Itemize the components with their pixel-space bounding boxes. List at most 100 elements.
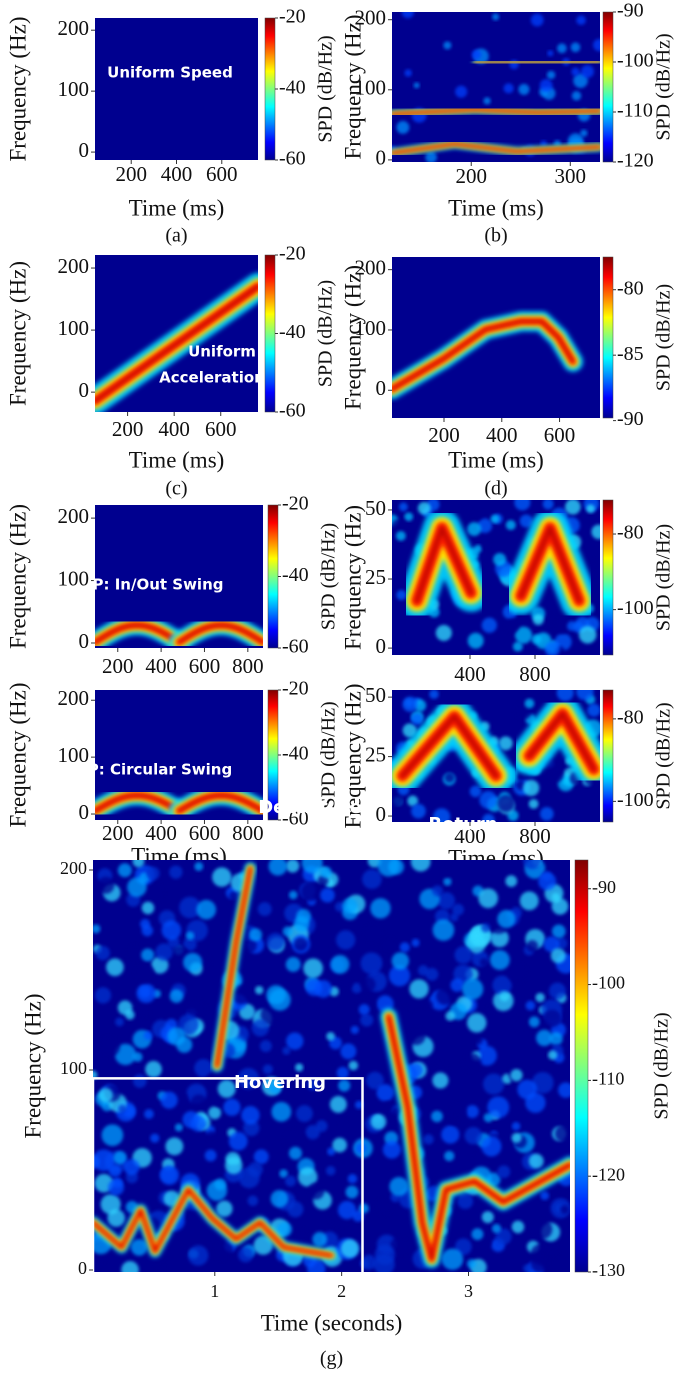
y-tick-label: 25 [365, 565, 386, 589]
x-tick-label: 200 [102, 821, 134, 845]
colorbar-tick-label: -80 [617, 277, 644, 299]
y-tick-label: 0 [79, 378, 90, 402]
panel: 0 100 200 200 400 600 -20 -40 -60 SPD (dB/Hz) Freq… [5, 243, 336, 500]
y-axis-label: Frequency (Hz) [5, 683, 30, 828]
colorbar-tick-label: -90 [617, 408, 644, 430]
colorbar-tick-label: -85 [617, 343, 644, 365]
y-tick-label: 0 [79, 800, 90, 824]
x-tick-label: 200 [102, 654, 134, 678]
colorbar-tick-label: -100 [617, 597, 654, 619]
colorbar-tick-label: -90 [592, 877, 616, 897]
colorbar [602, 256, 614, 419]
x-tick-label: 400 [161, 162, 193, 186]
y-tick-label: 0 [79, 629, 90, 653]
y-axis-label: Frequency (Hz) [340, 15, 365, 160]
colorbar-tick-label: -120 [592, 1164, 625, 1184]
colorbar-tick-label: -60 [279, 148, 306, 170]
colorbar [574, 859, 589, 1273]
y-tick-label: 200 [60, 858, 87, 878]
colorbar-tick-label: -20 [279, 243, 306, 265]
x-axis-label: Time (ms) [448, 447, 544, 472]
spectrogram [392, 500, 600, 655]
y-axis-label: Frequency (Hz) [340, 684, 365, 829]
x-tick-label: 800 [232, 821, 264, 845]
y-tick-label: 100 [60, 1058, 87, 1078]
y-tick-label: 0 [79, 138, 90, 162]
colorbar-tick-label: -60 [282, 808, 309, 830]
annotation: Departure [258, 797, 362, 818]
spectrogram [392, 690, 600, 822]
caption: (g) [320, 1348, 343, 1370]
x-tick-label: 200 [455, 164, 487, 188]
colorbar-tick-label: -110 [592, 1068, 624, 1088]
y-tick-label: 0 [78, 1258, 87, 1278]
colorbar-label: SPD (dB/Hz) [653, 524, 675, 631]
x-tick-label: 200 [112, 417, 144, 441]
x-tick-label: 600 [189, 654, 221, 678]
y-tick-label: 25 [365, 742, 386, 766]
y-tick-label: 200 [355, 6, 387, 30]
colorbar [264, 254, 276, 413]
panel: 0 100 200 200 400 600 -20 -40 -60 SPD (dB/Hz) Freq… [5, 6, 336, 247]
colorbar-tick-label: -100 [592, 973, 625, 993]
annotation: Uniform Speed [107, 64, 233, 82]
x-tick-label: 400 [486, 423, 518, 447]
colorbar-label: SPD (dB/Hz) [318, 701, 340, 808]
spectrogram [95, 505, 263, 648]
annotation: Hovering [234, 1072, 326, 1093]
x-tick-label: 200 [428, 423, 460, 447]
y-tick-label: 50 [365, 496, 386, 520]
x-tick-label: 400 [454, 824, 486, 848]
x-tick-label: 400 [158, 417, 190, 441]
x-axis-label: Time (ms) [129, 195, 225, 220]
spectrogram [392, 12, 600, 162]
colorbar-tick-label: -100 [617, 789, 654, 811]
colorbar-tick-label: -20 [282, 493, 309, 515]
colorbar [264, 17, 276, 161]
panel: 0 100 200 1 2 3 -90 -100 -110 -120 -130 SPD (dB/Hz)… [20, 797, 672, 1370]
colorbar-tick-label: -90 [617, 0, 644, 22]
spectrogram [95, 18, 258, 160]
panel: 0 100 200 200 400 600 -80 -85 -90 SPD (dB/Hz) Freq… [340, 255, 674, 499]
y-tick-label: 200 [58, 686, 90, 710]
colorbar-label: SPD (dB/Hz) [653, 33, 675, 140]
colorbar-label: SPD (dB/Hz) [651, 1012, 673, 1119]
colorbar [267, 504, 279, 649]
y-tick-label: 200 [58, 254, 90, 278]
colorbar-tick-label: -60 [282, 636, 309, 658]
colorbar-tick-label: -20 [279, 6, 306, 28]
colorbar-tick-label: -130 [592, 1260, 625, 1280]
y-tick-label: 0 [376, 802, 387, 826]
x-tick-label: 400 [145, 821, 177, 845]
y-tick-label: 0 [376, 376, 387, 400]
colorbar-tick-label: -110 [617, 100, 653, 122]
caption: (c) [165, 478, 187, 500]
y-axis-label: Frequency (Hz) [5, 17, 30, 162]
y-tick-label: 100 [58, 316, 90, 340]
y-axis-label: Frequency (Hz) [340, 265, 365, 410]
caption: (a) [165, 225, 187, 247]
y-tick-label: 200 [355, 255, 387, 279]
x-tick-label: 600 [205, 417, 237, 441]
y-tick-label: 0 [376, 146, 387, 170]
colorbar-label: SPD (dB/Hz) [318, 523, 340, 630]
y-axis-label: Frequency (Hz) [340, 505, 365, 650]
y-tick-label: 0 [376, 634, 387, 658]
x-axis-label: Time (seconds) [261, 1310, 403, 1335]
x-tick-label: 600 [189, 821, 221, 845]
caption: (b) [484, 225, 507, 247]
colorbar-tick-label: -40 [279, 321, 306, 343]
colorbar-tick-label: -40 [282, 564, 309, 586]
y-axis-label: Frequency (Hz) [20, 994, 45, 1139]
x-tick-label: 400 [145, 654, 177, 678]
colorbar-tick-label: -40 [282, 743, 309, 765]
colorbar-tick-label: -40 [279, 77, 306, 99]
x-tick-label: 400 [454, 662, 486, 686]
x-tick-label: 3 [464, 1281, 473, 1301]
colorbar-label: SPD (dB/Hz) [315, 280, 337, 387]
x-tick-label: 800 [519, 824, 551, 848]
y-tick-label: 100 [58, 566, 90, 590]
annotation: P: In/Out Swing [93, 576, 224, 594]
y-tick-label: 200 [58, 16, 90, 40]
